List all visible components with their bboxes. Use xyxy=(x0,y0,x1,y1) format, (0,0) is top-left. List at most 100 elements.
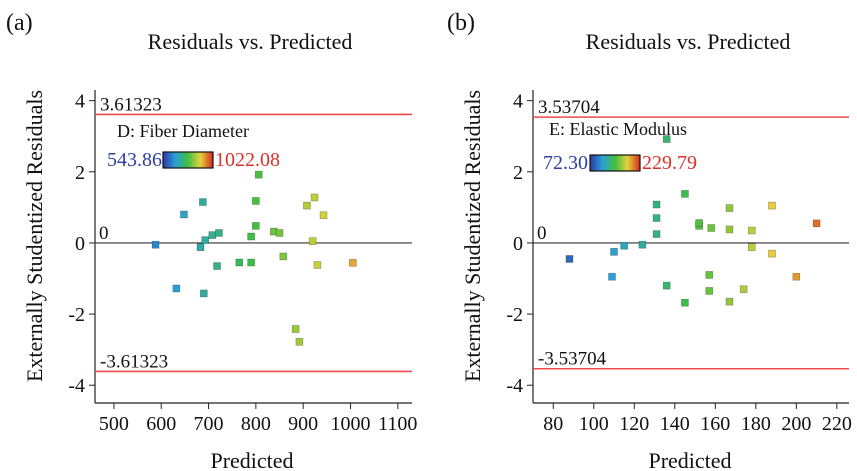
x-tick-label-a: 700 xyxy=(194,413,224,435)
chart-title-a: Residuals vs. Predicted xyxy=(148,29,353,54)
legend-label-b: E: Elastic Modulus xyxy=(549,119,687,139)
data-point-b xyxy=(792,272,801,281)
x-axis-label-a: Predicted xyxy=(210,448,293,471)
panel-b: (b) Residuals vs. Predicted Externally S… xyxy=(447,10,852,471)
plot-area-b: -4 -2 0 2 4 80 100 120 140 160 180 200 220 3.53704 -3.… xyxy=(506,90,852,435)
data-point-b xyxy=(768,249,776,258)
data-point-b xyxy=(705,287,714,295)
data-point-b xyxy=(705,271,714,279)
data-point-a xyxy=(254,170,263,179)
upper-limit-label-b: 3.53704 xyxy=(538,97,600,118)
data-point-a xyxy=(275,229,284,237)
data-point-a xyxy=(208,231,217,239)
data-point-a xyxy=(319,211,328,219)
data-point-b xyxy=(725,225,734,234)
data-point-b xyxy=(707,224,716,232)
data-point-a xyxy=(151,240,160,249)
data-point-b xyxy=(739,285,748,293)
x-tick-label-b: 100 xyxy=(579,413,609,435)
data-point-b xyxy=(662,281,671,290)
x-tick-label-a: 600 xyxy=(146,413,176,435)
data-point-b xyxy=(681,298,689,307)
legend-color-bar-b xyxy=(589,154,641,172)
y-axis-label-a: Externally Studentized Residuals xyxy=(22,90,47,382)
x-tick-label-b: 80 xyxy=(543,413,563,435)
data-point-a xyxy=(279,252,288,261)
legend-min-label-a: 543.86 xyxy=(107,149,162,171)
x-tick-label-b: 120 xyxy=(619,413,649,435)
x-tick-label-a: 1100 xyxy=(378,413,417,435)
data-point-b xyxy=(681,190,689,198)
data-point-b xyxy=(652,230,661,238)
data-point-b xyxy=(695,219,703,227)
data-point-a xyxy=(215,229,223,237)
data-point-b xyxy=(610,248,618,256)
data-point-a xyxy=(291,325,300,333)
y-tick-label-b: 2 xyxy=(513,162,523,184)
data-point-a xyxy=(349,259,357,267)
panel-label-b: (b) xyxy=(447,10,475,36)
data-point-a xyxy=(247,258,255,267)
legend-min-label-b: 72.30 xyxy=(543,152,588,174)
zero-label-a: 0 xyxy=(99,223,109,244)
y-tick-label-a: 4 xyxy=(75,91,85,113)
y-tick-label-b: 4 xyxy=(513,91,523,113)
legend-label-a: D: Fiber Diameter xyxy=(117,121,249,141)
x-axis-label-b: Predicted xyxy=(648,448,731,471)
x-tick-label-b: 160 xyxy=(700,413,730,435)
chart-title-b: Residuals vs. Predicted xyxy=(586,29,791,54)
x-tick-label-b: 200 xyxy=(781,413,811,435)
data-point-a xyxy=(196,243,205,252)
x-tick-label-a: 1000 xyxy=(330,413,370,435)
data-point-a xyxy=(200,289,208,298)
data-point-a xyxy=(172,284,181,293)
data-point-a xyxy=(247,232,255,241)
lower-limit-label-b: -3.53704 xyxy=(538,349,607,370)
panel-label-a: (a) xyxy=(6,10,33,36)
lower-limit-label-a: -3.61323 xyxy=(100,351,168,372)
y-tick-label-a: 2 xyxy=(75,162,85,184)
y-tick-label-b: -4 xyxy=(506,375,523,397)
data-point-a xyxy=(201,236,210,244)
data-point-a xyxy=(199,198,207,206)
y-tick-label-b: -2 xyxy=(506,304,523,326)
data-point-a xyxy=(308,237,317,245)
data-point-b xyxy=(725,204,734,212)
data-point-b xyxy=(747,243,756,252)
y-tick-label-a: 0 xyxy=(75,233,85,255)
y-tick-label-a: -4 xyxy=(68,375,85,397)
x-tick-label-b: 220 xyxy=(822,413,852,435)
data-point-b xyxy=(638,240,647,249)
legend-max-label-a: 1022.08 xyxy=(215,149,280,171)
data-point-a xyxy=(303,201,311,210)
y-tick-label-a: -2 xyxy=(68,304,85,326)
x-tick-label-a: 900 xyxy=(288,413,318,435)
y-axis-label-b: Externally Studentized Residuals xyxy=(460,90,485,382)
data-point-a xyxy=(235,258,244,267)
data-point-a xyxy=(180,210,188,219)
upper-limit-label-a: 3.61323 xyxy=(100,94,162,115)
x-tick-label-b: 180 xyxy=(741,413,771,435)
data-point-b xyxy=(608,272,616,281)
x-tick-label-a: 800 xyxy=(241,413,271,435)
data-point-b xyxy=(652,214,661,222)
zero-label-b: 0 xyxy=(537,223,547,244)
x-tick-label-b: 140 xyxy=(660,413,690,435)
panel-a: (a) Residuals vs. Predicted Externally S… xyxy=(6,10,417,471)
data-point-b xyxy=(725,297,734,306)
data-point-b xyxy=(747,226,756,235)
x-tick-label-a: 500 xyxy=(99,413,129,435)
data-point-a xyxy=(295,338,304,346)
data-point-a xyxy=(310,193,319,202)
data-point-b xyxy=(565,255,574,263)
legend-max-label-b: 229.79 xyxy=(642,152,697,174)
data-point-b xyxy=(812,219,821,228)
data-point-b xyxy=(768,201,776,210)
data-point-a xyxy=(213,262,221,270)
data-point-b xyxy=(620,241,628,250)
data-point-b xyxy=(652,200,661,209)
data-point-a xyxy=(252,197,260,205)
legend-color-bar-a xyxy=(162,151,214,169)
data-point-a xyxy=(252,222,260,230)
